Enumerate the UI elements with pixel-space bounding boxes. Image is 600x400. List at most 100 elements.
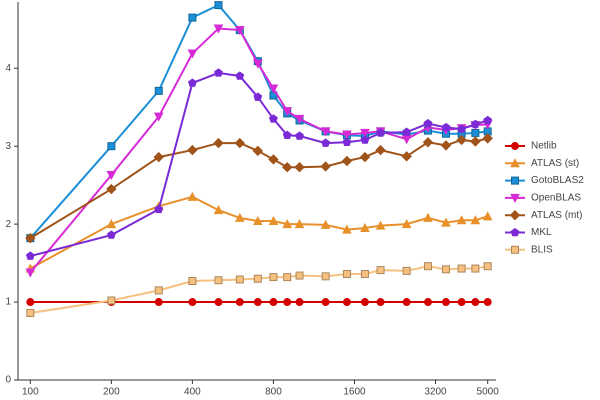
marker — [252, 59, 263, 69]
marker — [25, 251, 35, 260]
x-tick-label: 800 — [265, 387, 282, 398]
marker — [342, 224, 352, 234]
marker — [187, 78, 197, 87]
marker — [25, 232, 36, 244]
marker — [281, 162, 293, 173]
marker — [457, 298, 466, 307]
legend-marker — [510, 227, 520, 237]
marker — [320, 127, 331, 137]
marker — [106, 171, 117, 181]
marker — [268, 154, 279, 165]
marker — [25, 268, 36, 278]
marker — [401, 151, 412, 162]
legend-marker — [511, 245, 519, 254]
marker — [470, 215, 481, 225]
marker — [154, 204, 164, 214]
marker — [422, 137, 434, 148]
marker — [214, 68, 223, 77]
marker — [295, 131, 304, 140]
marker — [471, 264, 480, 273]
marker — [342, 298, 351, 307]
marker — [402, 266, 411, 275]
marker — [441, 298, 450, 307]
marker — [457, 124, 467, 133]
marker — [360, 222, 370, 233]
marker — [252, 145, 264, 157]
marker — [402, 127, 412, 136]
marker — [376, 266, 385, 275]
marker — [423, 118, 433, 128]
marker — [341, 155, 353, 167]
marker — [470, 119, 480, 129]
marker — [283, 298, 292, 307]
series — [26, 262, 492, 317]
marker — [26, 298, 35, 307]
marker — [483, 262, 492, 271]
x-tick-label: 1600 — [343, 387, 366, 398]
marker — [441, 122, 451, 132]
marker — [401, 219, 412, 229]
series — [26, 1, 492, 243]
legend-marker — [510, 158, 520, 168]
marker — [253, 298, 262, 307]
legend-marker — [511, 142, 519, 150]
marker — [153, 151, 164, 163]
marker — [187, 144, 198, 156]
marker — [456, 134, 467, 146]
marker — [294, 162, 305, 173]
marker — [268, 84, 279, 94]
marker — [320, 161, 331, 172]
y-tick-label: 1 — [5, 297, 11, 308]
marker — [154, 86, 163, 95]
marker — [295, 271, 304, 280]
marker — [282, 107, 293, 117]
marker — [107, 296, 116, 305]
y-tick-label: 2 — [5, 219, 11, 230]
series — [25, 133, 493, 244]
marker — [440, 140, 452, 151]
marker — [214, 276, 223, 285]
marker — [188, 298, 197, 307]
x-tick-label: 200 — [103, 387, 120, 398]
marker — [234, 137, 246, 149]
series-line — [29, 3, 488, 239]
marker — [456, 215, 467, 225]
legend-marker — [510, 193, 520, 203]
x-tick-label: 3200 — [424, 387, 447, 398]
series — [25, 68, 493, 260]
marker — [423, 298, 432, 307]
x-tick-label: 100 — [22, 387, 39, 398]
marker — [26, 308, 35, 317]
marker — [107, 142, 116, 151]
y-tick-label: 4 — [5, 63, 11, 74]
marker — [295, 298, 304, 307]
legend-label: GotoBLAS2 — [531, 175, 584, 186]
marker — [483, 115, 493, 125]
legend-label: BLIS — [531, 244, 553, 255]
marker — [235, 275, 244, 284]
marker — [321, 298, 330, 307]
marker — [106, 219, 117, 229]
marker — [359, 151, 371, 163]
marker — [235, 298, 244, 307]
marker — [375, 220, 386, 230]
marker — [269, 273, 278, 282]
marker — [471, 128, 480, 137]
series-line — [29, 195, 488, 270]
marker — [106, 183, 117, 195]
marker — [320, 219, 331, 229]
marker — [213, 24, 224, 34]
marker — [188, 277, 197, 286]
marker — [154, 298, 163, 307]
marker — [360, 298, 369, 307]
marker — [294, 219, 305, 229]
legend-marker — [511, 176, 519, 185]
marker — [214, 298, 223, 307]
legend-label: MKL — [531, 227, 552, 238]
marker — [482, 133, 493, 144]
marker — [235, 71, 245, 80]
marker — [342, 137, 352, 147]
marker — [360, 135, 370, 144]
marker — [252, 215, 263, 226]
